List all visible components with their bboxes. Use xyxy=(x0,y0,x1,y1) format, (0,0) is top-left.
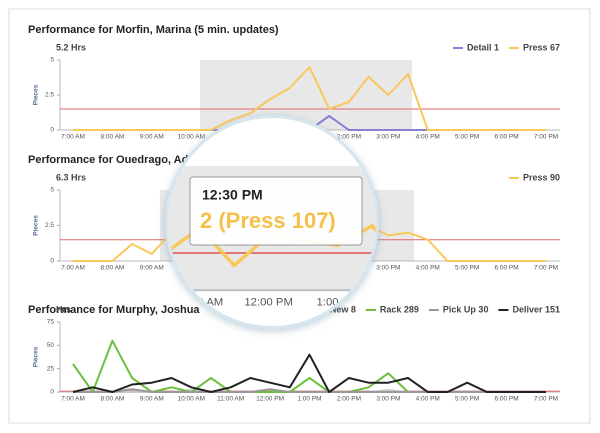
x-tick-label: 5:00 PM xyxy=(455,396,479,403)
x-tick-label: 10:00 AM xyxy=(178,396,205,403)
x-tick-label: 7:00 PM xyxy=(534,265,558,272)
chart-subtitle: 5.2 Hrs xyxy=(56,42,86,52)
x-tick-label: 7:00 PM xyxy=(534,134,558,141)
y-tick-label: 0 xyxy=(50,127,54,134)
y-tick-label: 5 xyxy=(50,57,54,64)
series-line xyxy=(72,353,546,393)
x-tick-label: 9:00 AM xyxy=(140,265,164,272)
legend-label: Rack 289 xyxy=(380,304,419,314)
x-tick-label: 7:00 PM xyxy=(534,396,558,403)
x-tick-label: 7:00 AM xyxy=(61,396,85,403)
x-tick-label: 9:00 AM xyxy=(140,396,164,403)
x-tick-label: 6:00 PM xyxy=(494,134,518,141)
legend-label: Press 67 xyxy=(523,42,560,52)
chart-title: Performance for Morfin, Marina (5 min. u… xyxy=(28,24,279,36)
x-tick-label: 5:00 PM xyxy=(455,265,479,272)
tooltip-box xyxy=(189,176,363,246)
chart: Performance for Morfin, Marina (5 min. u… xyxy=(28,24,560,141)
x-tick-label: 6:00 PM xyxy=(494,265,518,272)
x-tick-label: 11:00 AM xyxy=(217,396,244,403)
x-tick-label: 8:00 AM xyxy=(100,134,124,141)
legend-label: New 8 xyxy=(330,304,356,314)
x-tick-label: 9:00 AM xyxy=(140,134,164,141)
x-tick-label: 4:00 PM xyxy=(416,265,440,272)
magnifier: 12:30 PM 2 (Press 107) xyxy=(165,115,379,329)
y-axis-label: Pieces xyxy=(33,84,40,105)
legend-label: Press 90 xyxy=(523,172,560,182)
x-tick-label: 10:00 AM xyxy=(178,134,205,141)
chart-title: Performance for Ouedrago, Adam xyxy=(28,154,204,166)
y-tick-label: 5 xyxy=(50,187,54,194)
series-line xyxy=(73,66,546,131)
x-tick-label: 2:00 PM xyxy=(337,396,361,403)
x-tick-label: 3:00 PM xyxy=(376,265,400,272)
y-tick-label: 0 xyxy=(50,258,54,265)
x-tick-label: 4:00 PM xyxy=(416,134,440,141)
x-tick-label: 3:00 PM xyxy=(376,134,400,141)
x-tick-label: 8:00 AM xyxy=(100,265,124,272)
x-tick-label: 5:00 PM xyxy=(455,134,479,141)
series-line xyxy=(73,388,546,393)
tooltip-title: 12:30 PM xyxy=(202,187,263,203)
legend-label: Detail 1 xyxy=(467,42,499,52)
x-tick-label: 4:00 PM xyxy=(416,396,440,403)
x-tick-label: 2:00 PM xyxy=(337,134,361,141)
x-tick-label: 3:00 PM xyxy=(376,396,400,403)
x-tick-label: 6:00 PM xyxy=(494,396,518,403)
y-tick-label: 0 xyxy=(50,389,54,396)
y-axis-label: Pieces xyxy=(33,215,40,236)
x-tick-label: 12:00 PM xyxy=(256,396,284,403)
x-tick-label: 8:00 AM xyxy=(100,396,124,403)
chart-subtitle: Hrs xyxy=(56,304,71,314)
legend-label: Pick Up 30 xyxy=(443,304,489,314)
tooltip-text: 2 (Press 107) xyxy=(200,208,336,233)
chart-subtitle: 6.3 Hrs xyxy=(56,172,86,182)
x-tick-label: 7:00 AM xyxy=(61,134,85,141)
y-tick-label: 2.5 xyxy=(45,92,54,99)
chart-title: Performance for Murphy, Joshua xyxy=(28,304,200,316)
y-tick-label: 50 xyxy=(47,342,55,349)
y-axis-label: Pieces xyxy=(33,346,40,367)
y-tick-label: 75 xyxy=(47,319,55,326)
x-tick-label: 1:00 PM xyxy=(297,396,321,403)
legend-label: Deliver 151 xyxy=(512,304,560,314)
y-tick-label: 25 xyxy=(47,365,55,372)
y-tick-label: 2.5 xyxy=(45,222,54,229)
x-tick-label: 7:00 AM xyxy=(61,265,85,272)
